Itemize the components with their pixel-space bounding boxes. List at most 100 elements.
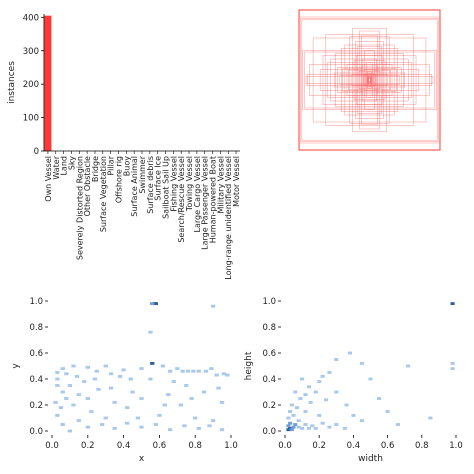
x-tick-label: 0.4 [347, 441, 361, 451]
heat-cell-40 [395, 423, 400, 426]
box-outline-38 [334, 72, 405, 88]
heat-cell-8 [55, 371, 60, 374]
heat-cell-10 [64, 372, 69, 376]
heat-cell-22 [294, 406, 300, 410]
heat-cell-27 [317, 380, 322, 384]
heat-cell-51 [293, 390, 298, 394]
box-outline-46 [352, 27, 387, 133]
heat-cell-16 [121, 368, 126, 372]
heat-cell-38 [376, 397, 382, 400]
heat-cell-48 [450, 361, 455, 365]
heat-cell-7 [55, 377, 60, 381]
heat-cell-47 [450, 367, 455, 371]
box-outline-43 [342, 68, 397, 92]
y-tick-label: 0.6 [262, 349, 276, 359]
box-outline-4 [304, 51, 435, 109]
heat-cell-66 [182, 424, 187, 428]
category-label: Severely Distorted Region [75, 156, 84, 260]
box-outline-45 [361, 34, 378, 126]
heat-cell-9 [300, 426, 305, 430]
heat-cell-25 [203, 369, 209, 373]
x-tick-label: 0.8 [415, 441, 429, 451]
heat-cell-17 [139, 367, 144, 371]
y-tick-label: 0.4 [262, 375, 276, 385]
heat-cell-7 [293, 423, 298, 426]
heat-cell-45 [148, 377, 153, 381]
heat-cell-59 [85, 425, 90, 429]
heat-cell-50 [184, 384, 189, 387]
heat-cell-50 [303, 393, 308, 397]
y-tick-label: 0.6 [29, 349, 43, 359]
y-tick-label: 1.0 [262, 297, 276, 307]
box-outline-2 [301, 19, 438, 141]
heat-cell-45 [317, 413, 322, 417]
heat-cell-21 [289, 403, 294, 407]
heat-cell-39 [103, 416, 108, 420]
heat-cell-22 [185, 369, 191, 373]
y-tick-label: 0.8 [262, 323, 276, 333]
category-label: Human-powered Boat [209, 156, 218, 243]
heat-cell-8 [296, 425, 301, 429]
heat-cell-3 [289, 428, 294, 432]
x-tick-label: 0.0 [278, 441, 292, 451]
box-outline-11 [335, 53, 404, 107]
heat-cell-41 [406, 364, 411, 368]
heat-cell-23 [191, 369, 196, 373]
box-outline-33 [367, 76, 372, 84]
category-label: Fishing Vessel [169, 156, 178, 212]
heat-cell-33 [71, 403, 76, 407]
heat-cell-21 [180, 369, 185, 373]
box-outline-39 [319, 69, 420, 91]
x-tick-label: 0.2 [81, 441, 95, 451]
heat-cell-24 [303, 410, 308, 413]
bounding-box-overlay [298, 9, 441, 151]
category-label: Surface Animal [130, 156, 139, 217]
category-label: Buoy [122, 156, 131, 176]
box-outline-47 [338, 75, 401, 85]
heat-cell-49 [428, 416, 433, 420]
category-label: Search/Rescue Vessel [177, 156, 186, 243]
heat-cell-19 [167, 369, 173, 373]
heat-cell-5 [286, 424, 291, 428]
category-label: Offshore rig [114, 156, 123, 203]
heat-cell-55 [55, 413, 60, 417]
box-outline-40 [309, 64, 430, 96]
heat-cell-1 [153, 302, 158, 306]
heat-cell-46 [157, 413, 162, 417]
heat-cell-71 [58, 406, 64, 410]
heat-cell-75 [189, 397, 194, 400]
category-label: Water [52, 155, 61, 179]
heat-cell-69 [219, 428, 225, 432]
box-outline-32 [367, 71, 372, 89]
y-tick-label: 0.4 [29, 375, 43, 385]
heat-cell-65 [167, 428, 173, 432]
box-outline-1 [300, 18, 439, 142]
heat-cell-11 [71, 364, 76, 368]
heat-cell-46 [296, 419, 301, 423]
heat-cell-20 [175, 367, 180, 371]
box-outline-13 [341, 48, 398, 112]
heat-cell-43 [130, 390, 135, 394]
x-axis-label: x [139, 454, 145, 464]
y-tick-label: 0.2 [262, 401, 276, 411]
heat-cell-44 [139, 397, 144, 400]
heat-cell-32 [323, 398, 329, 402]
category-label: Surface Vegetation [99, 156, 108, 232]
heat-cell-38 [96, 387, 101, 391]
box-outline-14 [344, 44, 395, 116]
box-outline-7 [312, 37, 427, 123]
heat-cell-29 [225, 373, 230, 377]
heat-cell-47 [166, 393, 171, 397]
x-axis-label: width [358, 454, 383, 464]
box-outline-27 [364, 50, 375, 110]
heat-cell-23 [298, 397, 303, 400]
category-label: Surface Ice [154, 156, 163, 201]
heat-cell-16 [334, 423, 339, 426]
category-label: Military Vessel [216, 156, 225, 213]
box-frame [298, 9, 441, 151]
y-tick-label: 1.0 [29, 297, 43, 307]
heat-cell-37 [89, 410, 94, 413]
heat-cell-37 [368, 377, 373, 381]
width-height-heatmap: 0.0 0.2 0.4 0.6 0.8 1.0 0.0 0.2 0.4 0.6 0.8 1.0 widt… [244, 297, 463, 464]
